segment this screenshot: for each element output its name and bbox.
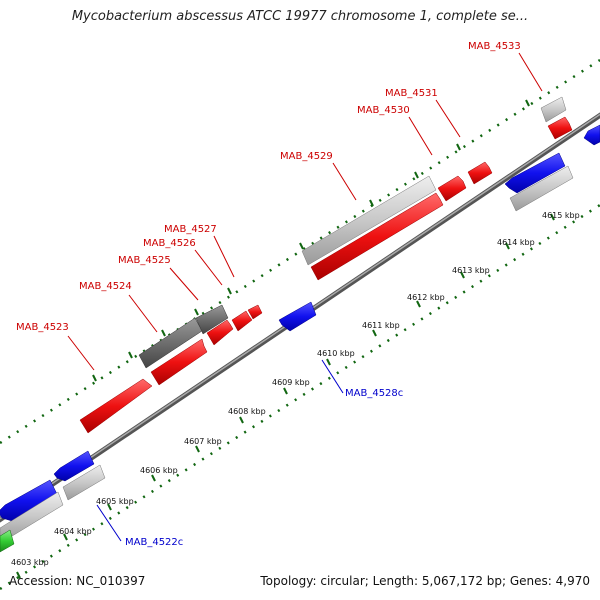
gene-label-mab4525: MAB_4525 xyxy=(118,255,171,266)
gene-label-mab4526: MAB_4526 xyxy=(143,238,196,249)
gene-label-mab4528c: MAB_4528c xyxy=(345,388,403,399)
kbp-label: 4605 kbp xyxy=(96,497,134,506)
map-title: Mycobacterium abscessus ATCC 19977 chrom… xyxy=(71,9,529,24)
gene-label-mab4524: MAB_4524 xyxy=(79,281,132,292)
gene-mab4531[interactable] xyxy=(467,161,493,185)
forward-strand-features xyxy=(79,96,573,434)
outer-major-ticks xyxy=(92,99,530,382)
kbp-label: 4610 kbp xyxy=(317,349,355,358)
gene-label-mab4530: MAB_4530 xyxy=(357,105,410,116)
feature-light-gray[interactable] xyxy=(509,165,574,212)
feature-green[interactable] xyxy=(0,529,15,553)
gene-mab4523[interactable] xyxy=(79,378,153,434)
feature-blue[interactable] xyxy=(53,450,95,482)
kbp-label: 4606 kbp xyxy=(140,466,178,475)
kbp-label: 4609 kbp xyxy=(272,378,310,387)
gene-label-mab4522c: MAB_4522c xyxy=(125,537,183,548)
kbp-label: 4604 kbp xyxy=(54,527,92,536)
kbp-label: 4615 kbp xyxy=(542,211,580,220)
gene-labels: MAB_4523 MAB_4524 MAB_4525 MAB_4526 MAB_… xyxy=(16,41,521,548)
gene-mab4530[interactable] xyxy=(437,175,467,202)
feature-blue[interactable] xyxy=(583,124,600,146)
feature-light-gray[interactable] xyxy=(0,491,64,542)
gene-mab4524[interactable] xyxy=(150,338,208,386)
kbp-label: 4612 kbp xyxy=(407,293,445,302)
feature-light-gray[interactable] xyxy=(62,464,106,501)
gene-label-mab4523: MAB_4523 xyxy=(16,322,69,333)
kbp-labels: 4603 kbp 4604 kbp 4605 kbp 4606 kbp 4607… xyxy=(11,211,580,567)
gene-mab4525[interactable] xyxy=(206,319,234,346)
gene-mab4527[interactable] xyxy=(247,304,263,320)
gene-label-mab4529: MAB_4529 xyxy=(280,151,333,162)
gene-mab4529[interactable] xyxy=(310,192,444,281)
kbp-label: 4607 kbp xyxy=(184,437,222,446)
topology-text: Topology: circular; Length: 5,067,172 bp… xyxy=(260,574,590,588)
gene-label-mab4533: MAB_4533 xyxy=(468,41,521,52)
label-leaders xyxy=(67,52,543,542)
kbp-label: 4603 kbp xyxy=(11,558,49,567)
inner-major-ticks xyxy=(16,213,555,579)
feature-blue[interactable] xyxy=(504,152,566,194)
gene-mab4528c[interactable] xyxy=(278,301,317,332)
gene-mab4533[interactable] xyxy=(547,116,573,140)
feature-dark-gray[interactable] xyxy=(195,304,229,335)
gene-mab4533-gray[interactable] xyxy=(540,96,567,123)
kbp-label: 4608 kbp xyxy=(228,407,266,416)
gene-label-mab4531: MAB_4531 xyxy=(385,88,438,99)
accession-text: Accession: NC_010397 xyxy=(9,574,146,588)
kbp-label: 4614 kbp xyxy=(497,238,535,247)
kbp-label: 4613 kbp xyxy=(452,266,490,275)
reverse-strand-features xyxy=(0,124,600,553)
gene-mab4529-gray[interactable] xyxy=(301,175,437,266)
kbp-label: 4611 kbp xyxy=(362,321,400,330)
gene-label-mab4527: MAB_4527 xyxy=(164,224,217,235)
gene-mab4526[interactable] xyxy=(231,310,253,332)
